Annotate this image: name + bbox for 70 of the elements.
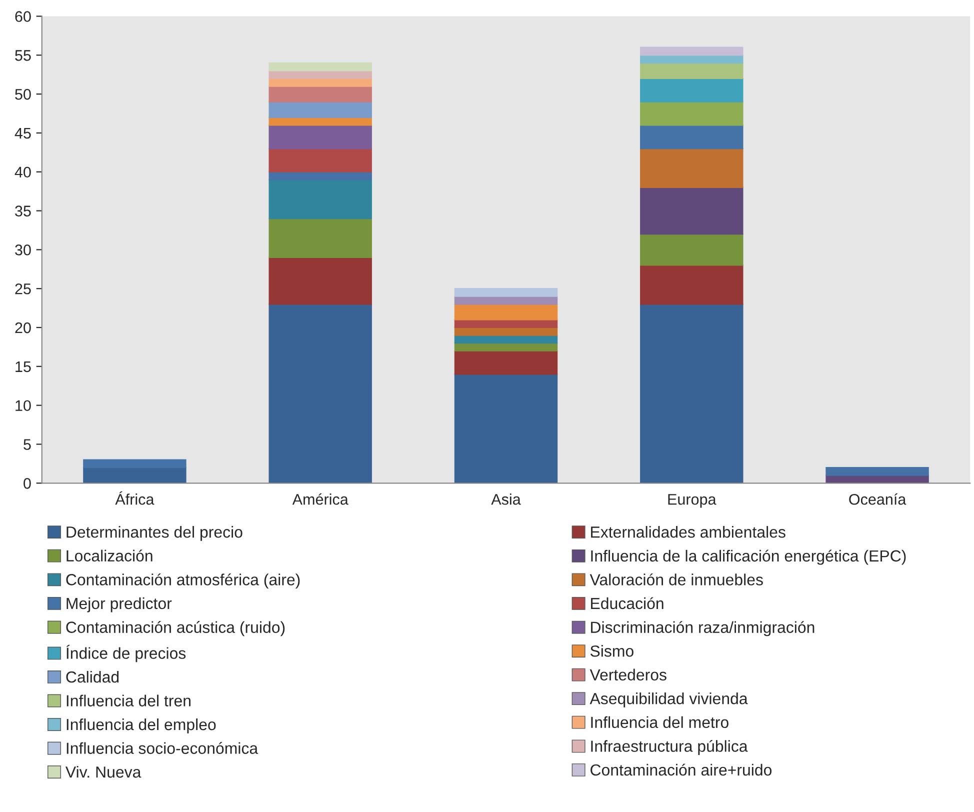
y-tick-label: 35 — [15, 206, 31, 216]
bar — [268, 256, 372, 305]
y-tick-label: 55 — [15, 50, 31, 61]
bar — [640, 54, 744, 64]
bar — [268, 124, 372, 150]
bar — [640, 62, 744, 80]
legend-label: Influencia del tren — [66, 694, 190, 706]
bar — [640, 234, 744, 266]
bar — [640, 304, 744, 484]
bar — [83, 459, 186, 468]
bar — [640, 186, 744, 235]
bar — [268, 86, 372, 102]
legend-label: Sismo — [590, 645, 634, 657]
bar — [83, 467, 186, 484]
y-tick-label: 30 — [15, 244, 31, 256]
bar — [826, 467, 929, 476]
x-tick-label: África — [115, 491, 154, 505]
bar — [640, 101, 744, 126]
bar — [268, 179, 372, 220]
x-tick-label: América — [292, 493, 348, 505]
legend-label: Discriminación raza/inmigración — [591, 621, 814, 636]
bar — [268, 62, 372, 72]
y-tick-label: 50 — [15, 88, 31, 100]
legend-label: Influencia del empleo — [66, 718, 216, 734]
bar — [454, 342, 558, 352]
y-tick-label: 45 — [14, 128, 31, 139]
legend-label: Influencia socio-económica — [66, 742, 258, 754]
x-tick-label: Europa — [668, 494, 716, 508]
legend-label: Educación — [591, 597, 664, 610]
legend-label: Contaminación aire+ruido — [590, 764, 772, 776]
y-tick-label: 40 — [14, 166, 31, 178]
x-tick-label: Oceanía — [849, 493, 906, 505]
y-tick-label: 0 — [24, 478, 31, 489]
bar — [268, 304, 372, 484]
bar — [268, 148, 372, 172]
legend-label: Externalidades ambientales — [591, 526, 786, 538]
x-tick-label: Asia — [491, 494, 521, 505]
legend-label: Infraestructura pública — [591, 740, 748, 756]
bar — [454, 326, 558, 336]
bar — [268, 101, 372, 118]
y-tick-label: 15 — [16, 361, 31, 372]
y-tick-label: 10 — [16, 400, 31, 412]
legend-label: Influencia del metro — [591, 716, 728, 728]
bar — [640, 78, 744, 102]
legend-label: Determinantes del precio — [66, 526, 242, 541]
bar — [454, 374, 558, 484]
bar — [454, 304, 558, 320]
bar — [268, 218, 372, 258]
bar — [454, 288, 558, 297]
bar — [640, 264, 744, 305]
y-tick-label: 25 — [15, 283, 31, 294]
bar — [640, 124, 744, 150]
legend-label: Valoración de inmuebles — [590, 573, 763, 586]
y-tick-label: 60 — [15, 11, 31, 22]
legend-label: Localización — [66, 550, 152, 562]
y-tick-label: 5 — [24, 439, 31, 450]
y-tick-label: 20 — [15, 322, 31, 334]
legend-label: Contaminación acústica (ruido) — [66, 621, 285, 636]
legend-label: Contaminación atmosférica (aire) — [66, 573, 300, 589]
legend-label: Vertederos — [590, 668, 666, 681]
bar — [454, 350, 558, 375]
legend-label: Índice de precios — [66, 644, 186, 662]
legend-label: Calidad — [66, 670, 119, 683]
legend-label: Mejor predictor — [66, 597, 172, 612]
legend-label: Influencia de la calificación energética (EPC) — [591, 550, 906, 565]
legend-label: Asequibilidad vivienda — [590, 692, 748, 708]
bar — [268, 78, 372, 87]
legend-label: Viv. Nueva — [65, 766, 142, 778]
bar — [640, 148, 744, 188]
bar — [640, 46, 744, 56]
